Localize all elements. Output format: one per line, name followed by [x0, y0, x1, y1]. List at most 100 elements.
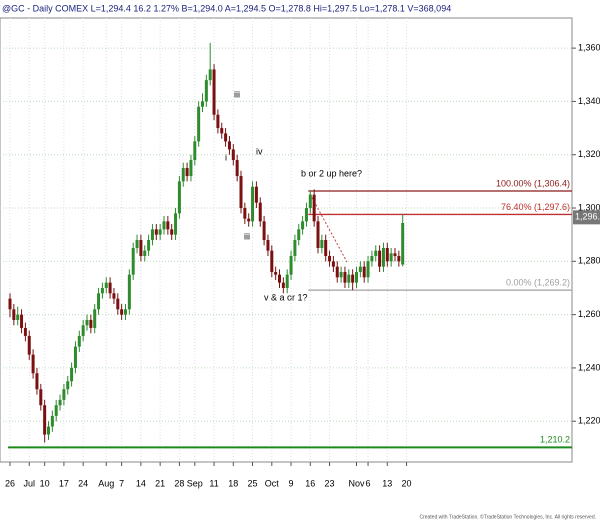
candle-body	[285, 274, 289, 288]
candle-body	[331, 261, 335, 267]
candle-body	[389, 253, 393, 262]
candle-body	[100, 287, 104, 294]
candle-body	[108, 282, 112, 294]
candle-body	[274, 271, 278, 275]
x-tick-label: Jul	[23, 478, 35, 488]
candle-body	[77, 335, 81, 347]
candle-body	[339, 271, 343, 278]
candle-body	[189, 160, 193, 177]
x-tick-label: 14	[136, 478, 146, 488]
candle-body	[177, 181, 181, 214]
x-tick-label: 16	[305, 478, 315, 488]
candle-body	[27, 335, 31, 355]
candle-body	[97, 293, 101, 310]
candle-body	[343, 271, 347, 283]
x-tick-label: Sep	[187, 478, 203, 488]
candle-body	[104, 282, 108, 288]
candle-body	[208, 69, 212, 81]
plot-area	[0, 17, 573, 463]
candle-body	[312, 194, 316, 222]
candle-body	[235, 160, 239, 177]
candle-body	[301, 221, 305, 230]
x-tick-label: 11	[209, 478, 218, 488]
candle-body	[193, 141, 197, 161]
candle-body	[335, 266, 339, 278]
x-tick-label: 18	[228, 478, 238, 488]
candle-body	[266, 240, 270, 251]
candle-body	[270, 250, 274, 272]
candle-body	[220, 128, 224, 134]
x-tick-label: 6	[366, 478, 371, 488]
x-tick-label: 28	[174, 478, 184, 488]
annotation: iv	[256, 146, 263, 156]
candle-body	[54, 405, 58, 416]
candle-body	[35, 373, 39, 390]
candle-body	[385, 247, 389, 262]
candle-body	[174, 213, 178, 235]
candle-body	[47, 426, 50, 435]
candle-body	[216, 114, 220, 129]
candle-body	[139, 240, 143, 256]
candle-body	[381, 247, 385, 267]
y-tick-label: 1,300.0	[578, 202, 600, 212]
candle-body	[224, 133, 228, 142]
candle-body	[197, 106, 201, 142]
y-tick-label: 1,340.0	[578, 96, 600, 106]
candle-body	[316, 221, 320, 248]
last-price-box	[573, 210, 600, 225]
level-label: 0.00% (1,269.2)	[506, 277, 570, 287]
candle-body	[16, 314, 20, 320]
annotation: iii	[234, 89, 240, 99]
x-tick-label: Nov	[348, 478, 365, 488]
candle-body	[378, 250, 382, 267]
candle-body	[304, 208, 308, 222]
candle-body	[262, 221, 266, 240]
candle-body	[308, 194, 312, 209]
level-label: 100.00% (1,306.4)	[496, 178, 570, 188]
candle-body	[243, 208, 247, 219]
candle-body	[127, 274, 131, 310]
y-tick-label: 1,320.0	[578, 149, 600, 159]
y-tick-label: 1,360.0	[578, 42, 600, 52]
x-tick-label: 25	[248, 478, 258, 488]
candle-body	[20, 314, 24, 328]
candle-body	[120, 309, 124, 315]
candle-body	[66, 381, 70, 390]
candle-body	[324, 240, 328, 256]
annotation: iii	[244, 231, 250, 241]
candle-body	[12, 309, 16, 320]
candle-body	[351, 274, 355, 283]
candle-body	[43, 405, 47, 435]
candle-body	[135, 240, 139, 248]
candle-body	[58, 399, 62, 406]
x-tick-label: Oct	[265, 478, 280, 488]
candle-body	[62, 389, 66, 400]
x-tick-label: 9	[289, 478, 294, 488]
x-tick-label: Aug	[98, 478, 114, 488]
candle-body	[143, 250, 147, 256]
candle-body	[85, 319, 89, 326]
x-tick-label: 13	[382, 478, 392, 488]
candle-body	[93, 309, 97, 328]
candle-body	[347, 274, 351, 283]
candle-body	[8, 298, 12, 310]
y-tick-label: 1,260.0	[578, 309, 600, 319]
candle-body	[247, 218, 251, 222]
candle-body	[251, 186, 255, 222]
candle-body	[150, 229, 154, 240]
candle-body	[328, 255, 332, 262]
candle-body	[297, 229, 301, 240]
candle-body	[116, 298, 120, 310]
candle-body	[124, 309, 127, 315]
x-tick-label: 20	[402, 478, 412, 488]
candle-body	[355, 271, 358, 283]
candle-body	[39, 389, 43, 406]
footer: Created with TradeStation. ©TradeStation…	[419, 513, 596, 520]
trend-line	[309, 193, 348, 263]
candle-body	[204, 80, 208, 102]
level-label: 76.40% (1,297.6)	[501, 202, 570, 212]
candle-body	[281, 282, 285, 288]
candle-body	[370, 255, 374, 262]
candle-body	[112, 293, 116, 299]
y-tick-label: 1,240.0	[578, 362, 600, 372]
